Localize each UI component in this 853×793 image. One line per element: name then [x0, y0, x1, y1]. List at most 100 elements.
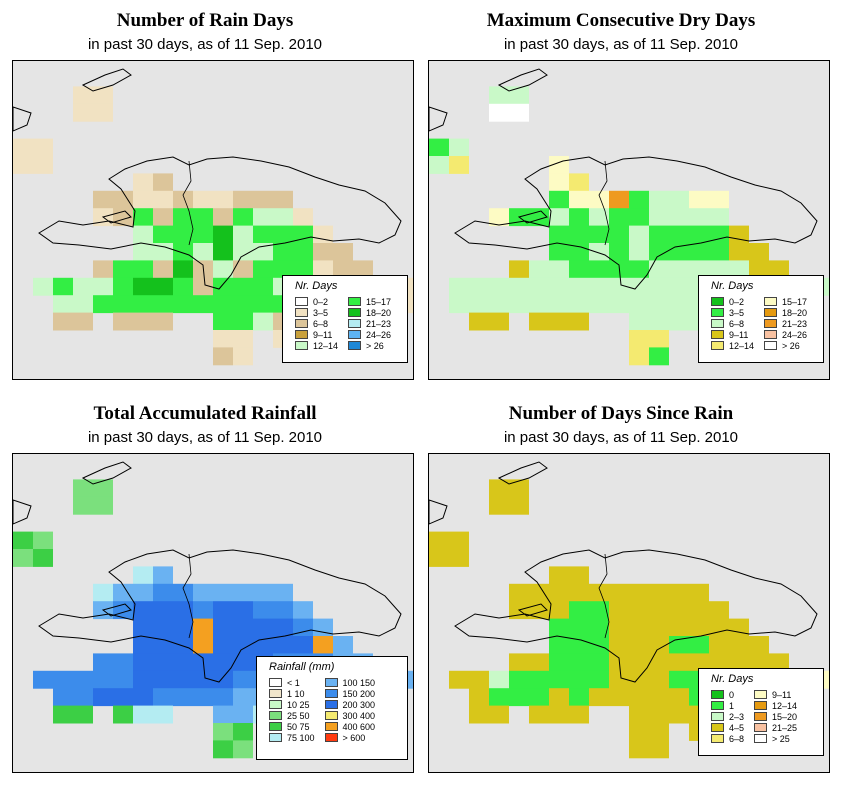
map-cell [233, 653, 253, 672]
legend-label: > 25 [772, 733, 790, 744]
map-cell [213, 688, 233, 707]
map-cell [469, 688, 489, 707]
map-cell [629, 688, 649, 707]
map-cell [489, 295, 509, 314]
map-cell [213, 277, 233, 296]
map-cell [569, 670, 589, 689]
legend-label: 1 10 [287, 688, 305, 699]
legend-item: 100 150 [324, 678, 375, 688]
map-cell [93, 583, 113, 602]
map-cell [273, 636, 293, 654]
legend-swatch [324, 722, 338, 731]
map-cell [213, 636, 233, 654]
map-cell [133, 618, 153, 637]
legend-item: 24–26 [348, 330, 391, 340]
map-cell [629, 260, 649, 279]
map-cell [193, 277, 213, 296]
map-cell [53, 312, 73, 331]
map-cell [133, 653, 153, 672]
map-cell [73, 103, 93, 122]
map-cell [293, 225, 313, 244]
map-cell [449, 156, 469, 174]
legend-title: Nr. Days [711, 280, 754, 292]
map-cell [589, 295, 609, 314]
map-cell [629, 583, 649, 602]
map-cell [193, 688, 213, 707]
map-cell [313, 243, 333, 261]
map-cell [73, 312, 93, 331]
map-cell [509, 479, 529, 498]
legend-label: 21–23 [782, 318, 808, 329]
legend-item: 18–20 [764, 307, 808, 318]
map-cell [193, 225, 213, 244]
map-cell [193, 583, 213, 602]
legend-label: 10 25 [287, 699, 310, 710]
legend-swatch [348, 330, 362, 339]
map-cell [253, 208, 273, 227]
map-cell [73, 688, 93, 707]
coastline [81, 68, 132, 92]
map-cell [213, 243, 233, 261]
legend-label: 6–8 [729, 733, 745, 744]
map-cell [729, 243, 749, 261]
map-cell [749, 653, 769, 672]
map-cell [629, 705, 649, 724]
map-cell [589, 688, 609, 707]
map-cell [153, 277, 173, 296]
map-cell [213, 653, 233, 672]
legend-swatch [269, 700, 282, 709]
map-cell [529, 260, 549, 279]
legend-item: > 600 [324, 733, 376, 743]
map-cell [153, 653, 173, 672]
legend-swatch [711, 319, 724, 328]
legend-item: 3–5 [295, 308, 338, 318]
map-cell [173, 636, 193, 654]
legend-item: 15–17 [348, 297, 391, 307]
map-cell [233, 705, 253, 724]
map-cell [489, 496, 509, 515]
legend-swatch [348, 308, 362, 317]
map-cell [589, 260, 609, 279]
map-cell [569, 601, 589, 620]
map-cell [729, 653, 749, 672]
legend-swatch [764, 319, 778, 328]
map-cell [93, 260, 113, 279]
map-cell [333, 260, 353, 279]
legend-item: 9–11 [295, 330, 338, 340]
map-cell [233, 312, 253, 331]
map-cell [629, 618, 649, 637]
map-cell [509, 496, 529, 515]
map-cell [133, 566, 153, 585]
legend-item: 1 [711, 701, 744, 711]
legend-swatch [269, 711, 282, 720]
coastline [13, 499, 32, 525]
coastline [517, 603, 548, 617]
map-cell [589, 190, 609, 209]
map-cell [113, 705, 133, 724]
map-cell [509, 295, 529, 314]
panel-title: Number of Days Since Rain [508, 403, 734, 424]
map-cell [549, 277, 569, 296]
legend-swatch [711, 712, 724, 721]
map-cell [153, 312, 173, 331]
panel-subtitle: in past 30 days, as of 11 Sep. 2010 [87, 429, 323, 446]
map-cell [73, 295, 93, 314]
legend-swatch [269, 689, 282, 698]
legend-swatch [348, 341, 362, 350]
map-cell [153, 688, 173, 707]
legend-label: 18–20 [782, 307, 808, 318]
legend-item: 3–5 [711, 308, 754, 318]
map-cell [689, 653, 709, 672]
map-cell [669, 277, 689, 296]
map-cell [273, 208, 293, 227]
map-cell [93, 479, 113, 498]
legend-item: 300 400 [324, 711, 375, 721]
map-cell [133, 277, 153, 296]
coastline [429, 499, 448, 525]
map-cell [509, 688, 529, 707]
legend-item: 9–11 [754, 690, 797, 700]
map-cell [569, 688, 589, 707]
map-cell [589, 583, 609, 602]
map-cell [549, 260, 569, 279]
map-cell [729, 618, 749, 637]
